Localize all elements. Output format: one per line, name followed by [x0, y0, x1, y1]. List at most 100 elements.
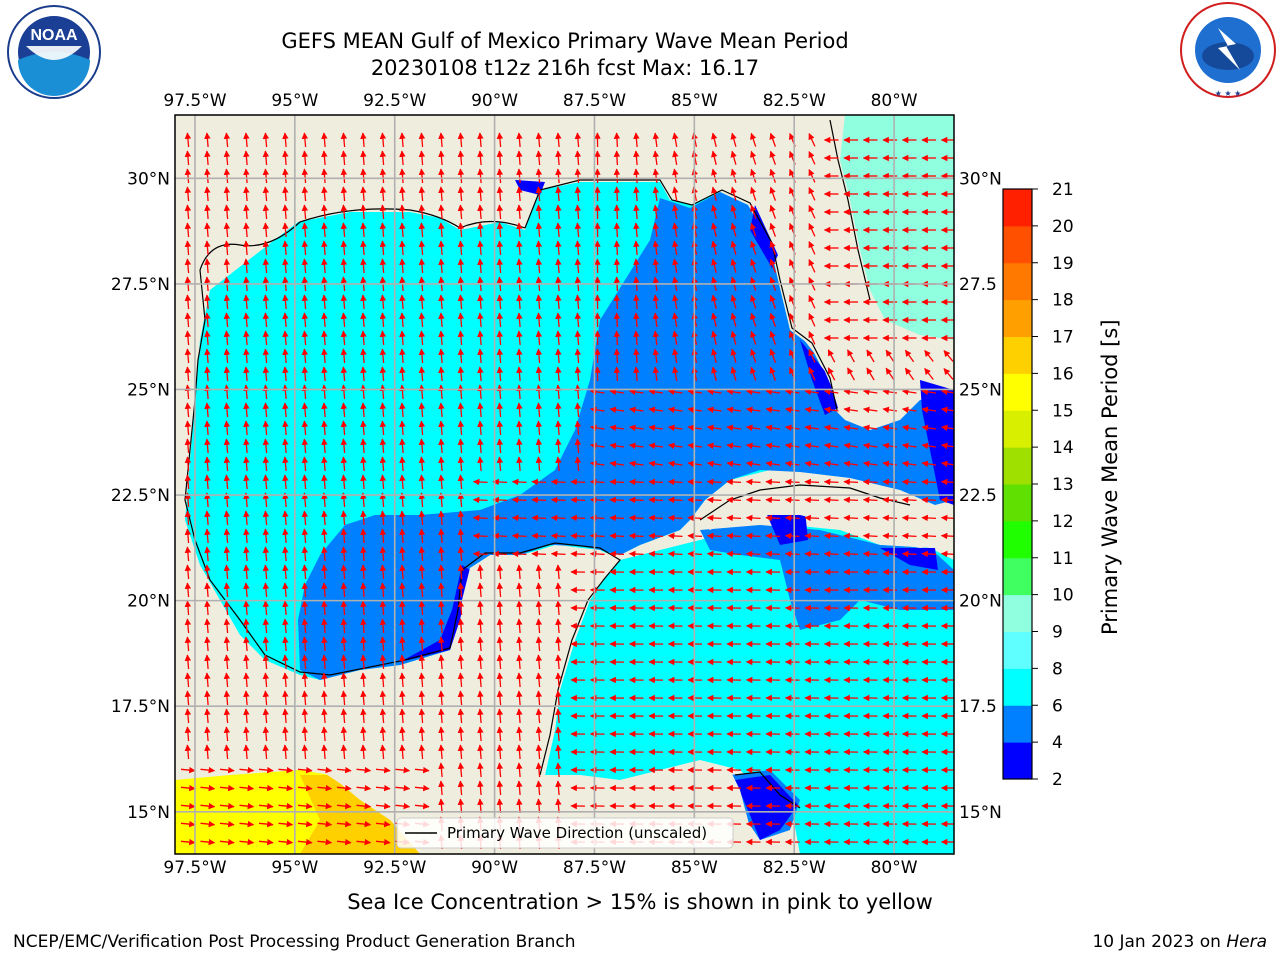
wave-arrow	[496, 258, 504, 274]
wave-arrow	[589, 460, 605, 468]
wave-arrow	[360, 618, 367, 634]
colorbar-tick-label-9: 14	[1052, 438, 1074, 458]
wave-arrow	[223, 546, 231, 562]
wave-arrow	[457, 204, 465, 220]
x-tick-bottom-3: 90°W	[471, 858, 518, 878]
wave-arrow	[457, 456, 465, 472]
wave-arrow	[340, 240, 348, 256]
wave-arrow	[438, 294, 445, 310]
wave-arrow	[706, 514, 722, 522]
wave-arrow	[262, 510, 270, 526]
wave-arrow	[711, 186, 718, 201]
wave-arrow	[262, 564, 270, 580]
wave-arrow	[613, 222, 621, 238]
wave-arrow	[648, 442, 663, 450]
wave-arrow	[184, 600, 192, 616]
wave-arrow	[262, 222, 270, 238]
wave-arrow	[243, 528, 250, 544]
wave-arrow	[184, 132, 192, 148]
wave-arrow	[672, 150, 679, 166]
wave-arrow	[340, 132, 348, 148]
wave-arrow	[943, 368, 954, 380]
wave-arrow	[921, 496, 937, 504]
wave-arrow	[223, 348, 231, 364]
wave-arrow	[282, 240, 289, 256]
wave-arrow	[765, 388, 780, 396]
pacific-orange-region	[300, 775, 420, 854]
wave-arrow	[496, 132, 504, 148]
wave-arrow	[765, 460, 780, 468]
wave-arrow	[301, 528, 309, 544]
wave-arrow	[672, 258, 679, 274]
wave-arrow	[477, 330, 484, 346]
wave-arrow	[301, 546, 309, 562]
wave-arrow	[379, 438, 387, 454]
wave-arrow	[321, 474, 328, 490]
wave-arrow	[340, 384, 348, 400]
wave-arrow	[613, 366, 621, 382]
wave-arrow	[379, 510, 387, 526]
wave-arrow	[472, 514, 488, 522]
wave-arrow	[204, 438, 211, 454]
wave-arrow	[555, 186, 562, 202]
wave-arrow	[477, 420, 484, 436]
wave-arrow	[379, 384, 387, 400]
wave-arrow	[340, 348, 348, 364]
wave-arrow	[301, 438, 309, 454]
wave-arrow	[282, 600, 289, 616]
colorbar-tick-label-8: 13	[1052, 475, 1074, 495]
wave-arrow	[379, 294, 387, 310]
wave-arrow	[808, 205, 816, 219]
wave-arrow	[477, 384, 484, 400]
wave-arrow	[745, 532, 761, 540]
wave-arrow	[184, 240, 192, 256]
wave-arrow	[672, 312, 679, 328]
wave-arrow	[321, 528, 328, 544]
x-tick-bottom-4: 87.5°W	[563, 858, 626, 878]
wave-arrow	[282, 528, 289, 544]
wave-arrow	[340, 168, 348, 184]
wave-arrow	[901, 550, 917, 558]
wave-arrow	[496, 456, 504, 472]
wave-arrow	[321, 384, 328, 400]
wave-arrow	[652, 330, 660, 345]
wave-arrow	[360, 330, 367, 346]
wave-arrow	[609, 460, 624, 468]
colorbar-tick-label-16: 21	[1052, 180, 1074, 200]
wave-arrow	[477, 258, 484, 274]
wave-arrow	[457, 618, 465, 634]
wave-arrow	[823, 460, 839, 468]
y-tick-left-4: 20°N	[127, 592, 170, 612]
wave-arrow	[496, 384, 504, 400]
wave-arrow	[262, 438, 270, 454]
wave-arrow	[360, 564, 367, 580]
wave-arrow	[223, 600, 231, 616]
wave-arrow	[457, 420, 465, 436]
nws-logo: ★ ★ ★	[1180, 2, 1276, 98]
wave-arrow	[711, 348, 718, 363]
wave-arrow	[184, 474, 192, 490]
wave-arrow	[418, 348, 426, 364]
wave-arrow	[672, 366, 679, 382]
wave-arrow	[535, 240, 543, 256]
wave-arrow	[555, 294, 562, 310]
wave-arrow	[574, 402, 582, 418]
wave-arrow	[477, 186, 484, 202]
wave-arrow	[457, 348, 465, 364]
wave-arrow	[223, 528, 231, 544]
wave-arrow	[243, 186, 250, 202]
wave-arrow	[360, 150, 367, 166]
wave-arrow	[340, 294, 348, 310]
wave-arrow	[399, 600, 406, 616]
wave-arrow	[379, 600, 387, 616]
wave-arrow	[940, 442, 954, 450]
wave-arrow	[866, 367, 875, 381]
wave-arrow	[574, 366, 582, 382]
wave-arrow	[808, 367, 816, 381]
wave-arrow	[555, 402, 562, 418]
wave-arrow	[885, 367, 895, 381]
wave-arrow	[184, 528, 192, 544]
wave-arrow	[574, 420, 582, 436]
wave-arrow	[457, 132, 465, 148]
wave-arrow	[769, 132, 777, 147]
